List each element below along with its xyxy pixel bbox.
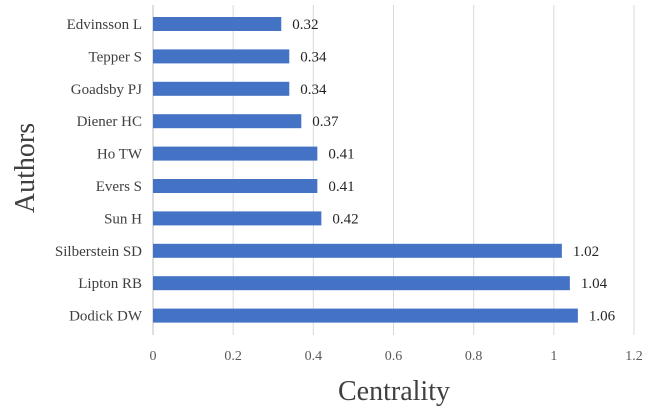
category-labels: Edvinsson L Tepper S Goadsby PJ Diener HC Ho… [55, 17, 143, 325]
bar [153, 114, 302, 129]
x-tick-label: 1 [550, 349, 557, 364]
category-label: Edvinsson L [67, 17, 142, 33]
data-label: 0.32 [292, 17, 318, 33]
category-label: Tepper S [88, 49, 142, 65]
bar [153, 276, 570, 291]
x-tick-label: 0.8 [465, 349, 483, 364]
data-label: 0.37 [312, 114, 339, 130]
data-label: 0.41 [328, 179, 354, 195]
data-label: 1.06 [589, 309, 616, 325]
bars [153, 17, 578, 323]
x-tick-label: 1.2 [625, 349, 643, 364]
x-tick-label: 0.4 [305, 349, 323, 364]
category-label: Evers S [96, 179, 142, 195]
data-label: 0.34 [300, 82, 327, 98]
x-tick-labels: 0 0.2 0.4 0.6 0.8 1 1.2 [150, 349, 643, 364]
category-label: Goadsby PJ [71, 82, 142, 98]
category-label: Ho TW [97, 147, 143, 163]
category-label: Diener HC [77, 114, 142, 130]
data-label: 1.02 [573, 244, 599, 260]
bar [153, 243, 562, 258]
data-label: 0.42 [332, 211, 358, 227]
bar [153, 81, 290, 96]
category-label: Lipton RB [78, 276, 142, 292]
category-label: Silberstein SD [55, 244, 142, 260]
x-tick-label: 0.6 [385, 349, 403, 364]
x-tick-label: 0 [150, 349, 157, 364]
data-labels: 0.32 0.34 0.34 0.37 0.41 0.41 0.42 1.02 1.04 1.06 [292, 17, 615, 325]
x-axis-title: Centrality [338, 376, 450, 407]
category-label: Sun H [104, 211, 142, 227]
category-label: Dodick DW [69, 309, 143, 325]
data-label: 0.34 [300, 49, 327, 65]
y-axis-title: Authors [10, 123, 41, 213]
bar [153, 308, 578, 323]
data-label: 1.04 [581, 276, 608, 292]
bar [153, 211, 322, 226]
bar [153, 17, 282, 31]
bar [153, 179, 318, 193]
bar [153, 146, 318, 161]
x-tick-label: 0.2 [224, 349, 242, 364]
bar [153, 49, 290, 64]
data-label: 0.41 [328, 147, 354, 163]
